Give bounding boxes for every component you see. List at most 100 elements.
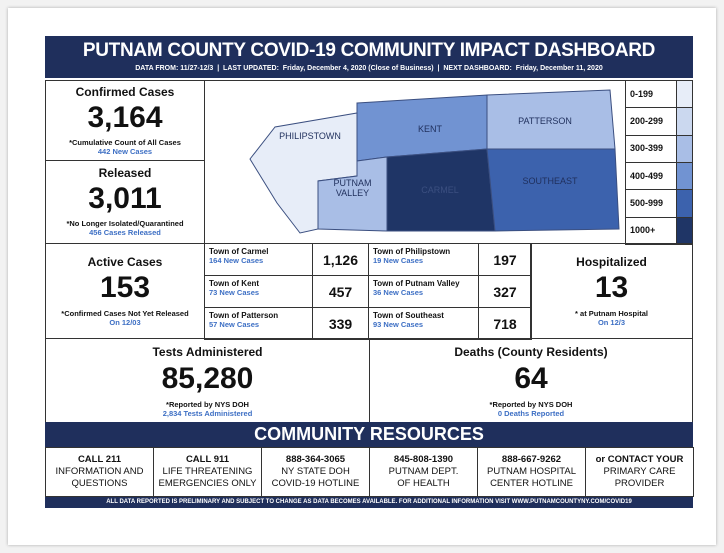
map-box: PHILIPSTOWN KENT PATTERSON PUTNAM VALLEY… bbox=[204, 80, 626, 244]
box-value: 64 bbox=[514, 362, 548, 395]
box-title: Released bbox=[98, 166, 152, 180]
town-new: 73 New Cases bbox=[209, 288, 260, 297]
resource-desc: INFORMATION AND bbox=[55, 466, 144, 477]
resource-desc: EMERGENCIES ONLY bbox=[158, 478, 257, 489]
box-note: *Reported by NYS DOH bbox=[166, 400, 249, 409]
town-value: 718 bbox=[493, 316, 517, 332]
resource-desc: OF HEALTH bbox=[397, 478, 450, 489]
legend-label: 500-999 bbox=[630, 197, 664, 208]
legend-row: 0-199 bbox=[625, 80, 693, 109]
resource-contact: 888-667-9262 bbox=[501, 454, 562, 465]
town-name: Town of Carmel bbox=[209, 247, 269, 256]
legend-row: 400-499 bbox=[625, 162, 693, 191]
released-box: Released 3,011 *No Longer Isolated/Quara… bbox=[45, 160, 205, 244]
box-sub: On 12/3 bbox=[597, 318, 626, 327]
legend-label: 300-399 bbox=[630, 143, 664, 154]
town-new: 36 New Cases bbox=[373, 288, 424, 297]
town-new: 57 New Cases bbox=[209, 320, 260, 329]
map-label: CARMEL bbox=[421, 185, 459, 195]
resource-contact: CALL 911 bbox=[185, 454, 230, 465]
resource-contact: 888-364-3065 bbox=[285, 454, 346, 465]
box-title: Tests Administered bbox=[152, 345, 263, 359]
resource-cell: 888-667-9262 PUTNAM HOSPITAL CENTER HOTLIN… bbox=[477, 447, 586, 497]
header: PUTNAM COUNTY COVID-19 COMMUNITY IMPACT … bbox=[45, 36, 693, 78]
town-value-cell: 327 bbox=[478, 275, 532, 308]
town-cell: Town of Putnam Valley 36 New Cases bbox=[368, 275, 479, 308]
town-value-cell: 718 bbox=[478, 307, 532, 340]
active-box: Active Cases 153 *Confirmed Cases Not Ye… bbox=[45, 243, 205, 339]
towns-table: Town of Carmel 164 New Cases 1,126 Town of … bbox=[204, 243, 532, 340]
legend-row: 500-999 bbox=[625, 189, 693, 218]
resource-contact: 845-808-1390 bbox=[393, 454, 454, 465]
town-value: 339 bbox=[328, 316, 353, 332]
resource-desc: PRIMARY CARE bbox=[603, 466, 676, 477]
resource-desc: PUTNAM DEPT. bbox=[388, 466, 459, 477]
resource-desc: CENTER HOTLINE bbox=[490, 478, 573, 489]
legend-swatch bbox=[676, 190, 692, 217]
box-title: Confirmed Cases bbox=[75, 85, 175, 99]
box-title: Hospitalized bbox=[576, 255, 647, 269]
resource-cell: 845-808-1390 PUTNAM DEPT. OF HEALTH bbox=[369, 447, 478, 497]
box-title: Active Cases bbox=[87, 255, 163, 269]
legend-swatch bbox=[676, 217, 692, 244]
footer: ALL DATA REPORTED IS PRELIMINARY AND SUB… bbox=[45, 497, 693, 508]
resource-cell: 888-364-3065 NY STATE DOH COVID-19 HOTLINE bbox=[261, 447, 370, 497]
legend-row: 1000+ bbox=[625, 216, 693, 245]
legend-swatch bbox=[676, 135, 692, 162]
map-label: PUTNAM VALLEY bbox=[333, 178, 372, 198]
box-value: 153 bbox=[99, 271, 151, 304]
box-value: 3,164 bbox=[87, 101, 163, 134]
box-sub: 456 Cases Released bbox=[89, 228, 161, 237]
box-note: * at Putnam Hospital bbox=[575, 309, 648, 318]
legend-swatch bbox=[676, 108, 692, 135]
legend-row: 200-299 bbox=[625, 107, 693, 136]
box-sub: On 12/03 bbox=[109, 318, 141, 327]
town-name: Town of Putnam Valley bbox=[373, 279, 460, 288]
resources-title: COMMUNITY RESOURCES bbox=[45, 422, 693, 447]
legend-label: 1000+ bbox=[630, 225, 656, 236]
town-cell: Town of Philipstown 19 New Cases bbox=[368, 243, 479, 276]
town-name: Town of Philipstown bbox=[373, 247, 451, 256]
town-value: 457 bbox=[328, 284, 353, 300]
map-label: PATTERSON bbox=[518, 116, 572, 126]
town-new: 164 New Cases bbox=[209, 256, 264, 265]
town-new: 93 New Cases bbox=[373, 320, 424, 329]
resource-desc: COVID-19 HOTLINE bbox=[271, 478, 360, 489]
legend-label: 0-199 bbox=[630, 88, 654, 99]
resource-contact: or CONTACT YOUR bbox=[595, 454, 684, 465]
map-label: SOUTHEAST bbox=[522, 176, 578, 186]
town-value: 197 bbox=[493, 252, 517, 268]
region-southeast bbox=[486, 148, 620, 232]
resources: CALL 211 INFORMATION AND QUESTIONS CALL 911… bbox=[45, 447, 694, 497]
resource-cell: or CONTACT YOUR PRIMARY CARE PROVIDER bbox=[585, 447, 694, 497]
legend-swatch bbox=[676, 163, 692, 190]
town-value: 1,126 bbox=[322, 252, 359, 268]
box-sub: 2,834 Tests Administered bbox=[162, 409, 253, 418]
subtitle: DATA FROM: 11/27-12/3 | LAST UPDATED: Fr… bbox=[135, 65, 603, 72]
town-value-cell: 1,126 bbox=[312, 243, 369, 276]
town-value-cell: 197 bbox=[478, 243, 532, 276]
hospital-box: Hospitalized 13 * at Putnam Hospital On … bbox=[530, 243, 693, 339]
map-label: PHILIPSTOWN bbox=[279, 131, 341, 141]
map-label: KENT bbox=[417, 124, 442, 134]
legend-row: 300-399 bbox=[625, 134, 693, 163]
town-value-cell: 339 bbox=[312, 307, 369, 340]
resource-desc: LIFE THREATENING bbox=[162, 466, 253, 477]
box-note: *Reported by NYS DOH bbox=[489, 400, 573, 409]
box-value: 13 bbox=[594, 271, 629, 304]
resource-cell: CALL 211 INFORMATION AND QUESTIONS bbox=[45, 447, 154, 497]
box-value: 3,011 bbox=[88, 182, 162, 215]
confirmed-box: Confirmed Cases 3,164 *Cumulative Count … bbox=[45, 80, 205, 161]
town-name: Town of Southeast bbox=[373, 311, 444, 320]
box-sub: 0 Deaths Reported bbox=[497, 409, 565, 418]
box-title: Deaths (County Residents) bbox=[454, 345, 608, 359]
legend-swatch bbox=[676, 81, 692, 108]
legend-label: 200-299 bbox=[630, 115, 664, 126]
tests-box: Tests Administered 85,280 *Reported by N… bbox=[45, 338, 370, 423]
town-value: 327 bbox=[493, 284, 517, 300]
resource-desc: PUTNAM HOSPITAL bbox=[486, 466, 577, 477]
resource-desc: PROVIDER bbox=[614, 478, 665, 489]
box-sub: 442 New Cases bbox=[97, 147, 153, 156]
legend-label: 400-499 bbox=[630, 170, 664, 181]
